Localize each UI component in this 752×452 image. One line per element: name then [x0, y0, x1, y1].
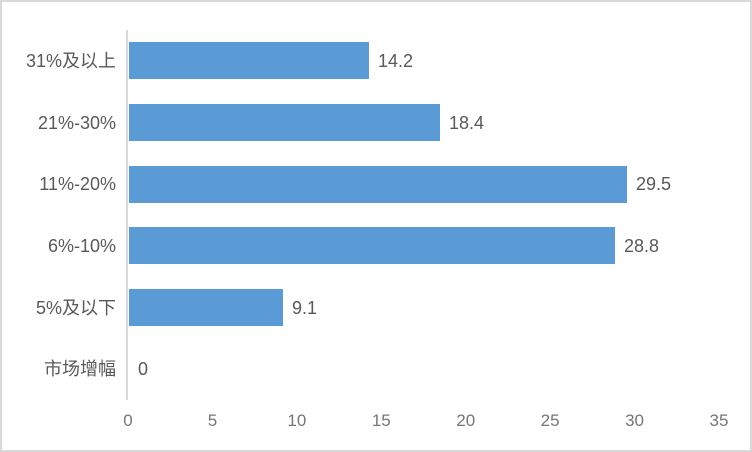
x-axis-tick-label: 0: [123, 411, 133, 430]
x-axis-tick-label: 35: [709, 411, 729, 430]
x-axis-tick-label: 5: [207, 411, 218, 430]
data-label: 9.1: [292, 297, 318, 318]
category-label: 11%-20%: [39, 174, 116, 195]
bar: [129, 104, 440, 141]
category-label: 市场增幅: [44, 359, 116, 380]
category-label: 21%-30%: [37, 112, 116, 133]
x-axis-tick-label: 15: [371, 411, 391, 430]
bar: [129, 227, 615, 265]
category-label: 31%及以上: [25, 50, 116, 71]
data-label: 14.2: [378, 50, 414, 71]
bar: [129, 289, 283, 326]
x-axis-tick-label: 30: [625, 411, 645, 430]
x-axis-tick-label: 10: [287, 411, 307, 430]
data-label: 29.5: [636, 174, 672, 195]
x-axis-tick-label: 20: [456, 411, 476, 430]
x-axis-tick-label: 25: [540, 411, 560, 430]
data-label: 0: [138, 359, 149, 380]
data-label: 28.8: [624, 235, 660, 256]
data-label: 18.4: [449, 112, 485, 133]
category-label: 6%-10%: [47, 235, 116, 256]
category-label: 5%及以下: [35, 297, 116, 318]
bar: [129, 165, 627, 203]
y-axis-line: [126, 30, 128, 400]
bar: [129, 42, 369, 80]
